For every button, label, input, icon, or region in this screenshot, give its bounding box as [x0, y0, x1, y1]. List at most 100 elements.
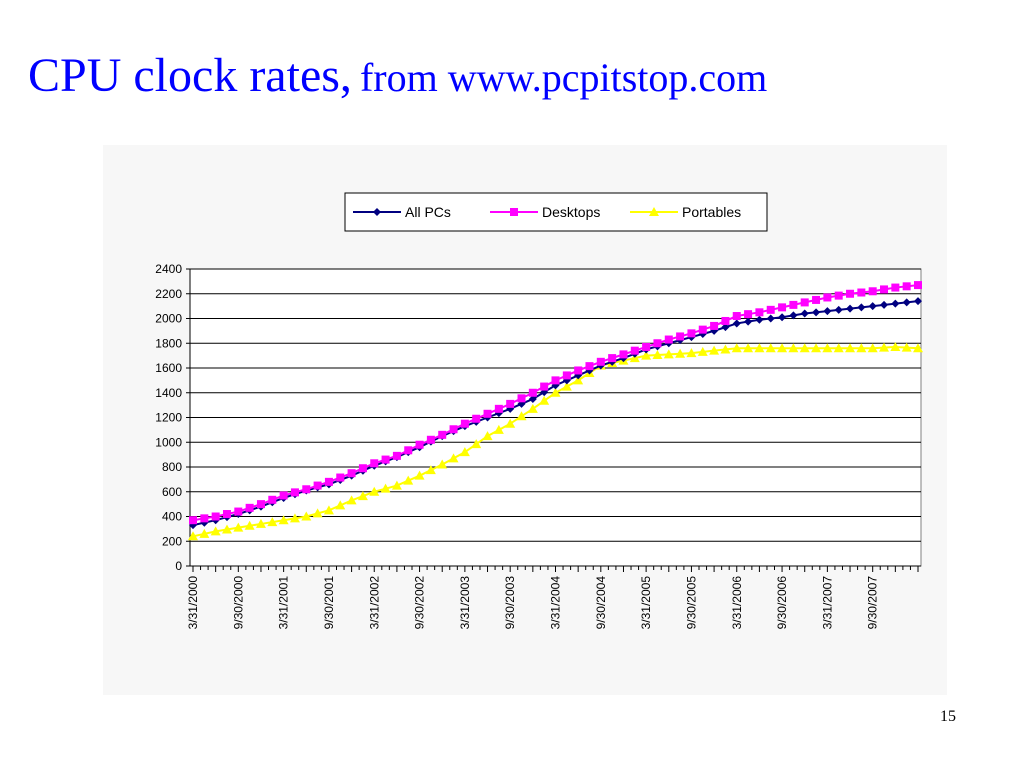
data-point-diamond [914, 297, 922, 306]
data-point-triangle [913, 343, 923, 353]
data-point-square [766, 305, 775, 314]
x-tick-label: 9/30/2002 [413, 576, 427, 630]
data-point-square [902, 282, 911, 291]
legend-marker [373, 208, 381, 216]
y-tick-label: 1400 [155, 386, 182, 400]
series-desktops [189, 281, 922, 525]
data-point-diamond [732, 319, 741, 328]
y-tick-label: 0 [175, 559, 182, 573]
data-point-square [245, 503, 254, 512]
data-point-square [279, 491, 288, 500]
data-point-triangle [505, 418, 516, 428]
data-point-triangle [391, 480, 402, 490]
data-point-square [551, 376, 560, 385]
data-point-square [460, 419, 469, 428]
x-tick-label: 9/30/2000 [231, 576, 245, 630]
data-point-triangle [199, 528, 210, 538]
data-point-triangle [289, 513, 300, 523]
data-point-triangle [425, 465, 436, 475]
data-point-diamond [857, 303, 866, 312]
legend-label: All PCs [405, 204, 451, 220]
legend-marker [649, 207, 659, 216]
data-point-diamond [800, 309, 809, 318]
data-point-diamond [766, 314, 775, 323]
data-point-triangle [675, 348, 686, 358]
data-point-square [528, 388, 537, 397]
y-tick-label: 1000 [155, 435, 182, 449]
data-point-square [789, 300, 798, 309]
x-tick-label: 9/30/2007 [866, 576, 880, 630]
data-point-triangle [312, 508, 323, 518]
x-tick-label: 9/30/2003 [503, 576, 517, 630]
data-point-triangle [822, 343, 833, 353]
data-point-triangle [527, 403, 538, 413]
data-point-triangle [686, 348, 697, 358]
data-point-square [891, 283, 900, 292]
data-point-square [698, 325, 707, 334]
data-point-square [290, 488, 299, 497]
data-point-triangle [845, 343, 856, 353]
y-tick-label: 2000 [155, 312, 182, 326]
data-point-square [483, 409, 492, 418]
slide-title-source: from www.pcpitstop.com [359, 55, 768, 100]
data-point-square [404, 446, 413, 455]
data-point-square [426, 435, 435, 444]
data-point-square [710, 321, 719, 330]
data-point-triangle [244, 520, 255, 530]
data-point-triangle [459, 447, 470, 457]
data-point-triangle [799, 343, 810, 353]
data-point-diamond [868, 302, 877, 311]
data-point-square [846, 289, 855, 298]
x-tick-label: 9/30/2001 [322, 576, 336, 630]
data-point-triangle [210, 526, 221, 536]
data-point-triangle [346, 495, 357, 505]
data-point-diamond [778, 313, 787, 322]
x-tick-label: 9/30/2005 [684, 576, 698, 630]
data-point-square [676, 332, 685, 341]
data-point-square [914, 281, 922, 290]
x-tick-label: 3/31/2003 [458, 576, 472, 630]
data-point-square [630, 346, 639, 355]
x-tick-label: 9/30/2004 [594, 576, 608, 630]
data-point-triangle [301, 511, 312, 521]
data-point-triangle [323, 505, 334, 515]
data-point-square [868, 287, 877, 296]
data-point-square [562, 371, 571, 380]
data-point-square [778, 303, 787, 312]
data-point-square [664, 335, 673, 344]
data-point-diamond [721, 323, 730, 332]
slide-title: CPU clock rates, from www.pcpitstop.com [28, 52, 767, 100]
data-point-triangle [754, 343, 765, 353]
x-tick-label: 3/31/2001 [277, 576, 291, 630]
data-point-diamond [744, 317, 753, 326]
data-point-diamond [846, 304, 855, 313]
data-point-triangle [221, 524, 232, 534]
data-point-square [653, 339, 662, 348]
line-chart: 0 200 400 600 800 1000 1200 1400 1600 1800 2000 220… [155, 192, 923, 630]
data-point-square [540, 382, 549, 391]
data-point-triangle [573, 375, 584, 385]
data-point-square [596, 357, 605, 366]
data-point-diamond [823, 307, 832, 316]
data-point-square [358, 464, 367, 473]
data-point-square [347, 469, 356, 478]
data-point-square [222, 510, 231, 519]
data-point-triangle [652, 350, 663, 360]
data-point-square [585, 362, 594, 371]
series-portables [188, 341, 923, 541]
y-tick-label: 600 [162, 485, 182, 499]
data-point-square [472, 414, 481, 423]
data-point-triangle [856, 343, 867, 353]
data-point-triangle [663, 349, 674, 359]
y-tick-label: 800 [162, 460, 182, 474]
data-point-square [800, 298, 809, 307]
data-point-triangle [357, 491, 368, 501]
data-point-square [506, 399, 515, 408]
data-point-square [744, 310, 753, 319]
data-point-triangle [550, 387, 561, 397]
x-tick-label: 3/31/2005 [639, 576, 653, 630]
data-point-triangle [788, 343, 799, 353]
x-tick-label: 3/31/2007 [820, 576, 834, 630]
y-tick-label: 2400 [155, 262, 182, 276]
data-point-square [415, 440, 424, 449]
